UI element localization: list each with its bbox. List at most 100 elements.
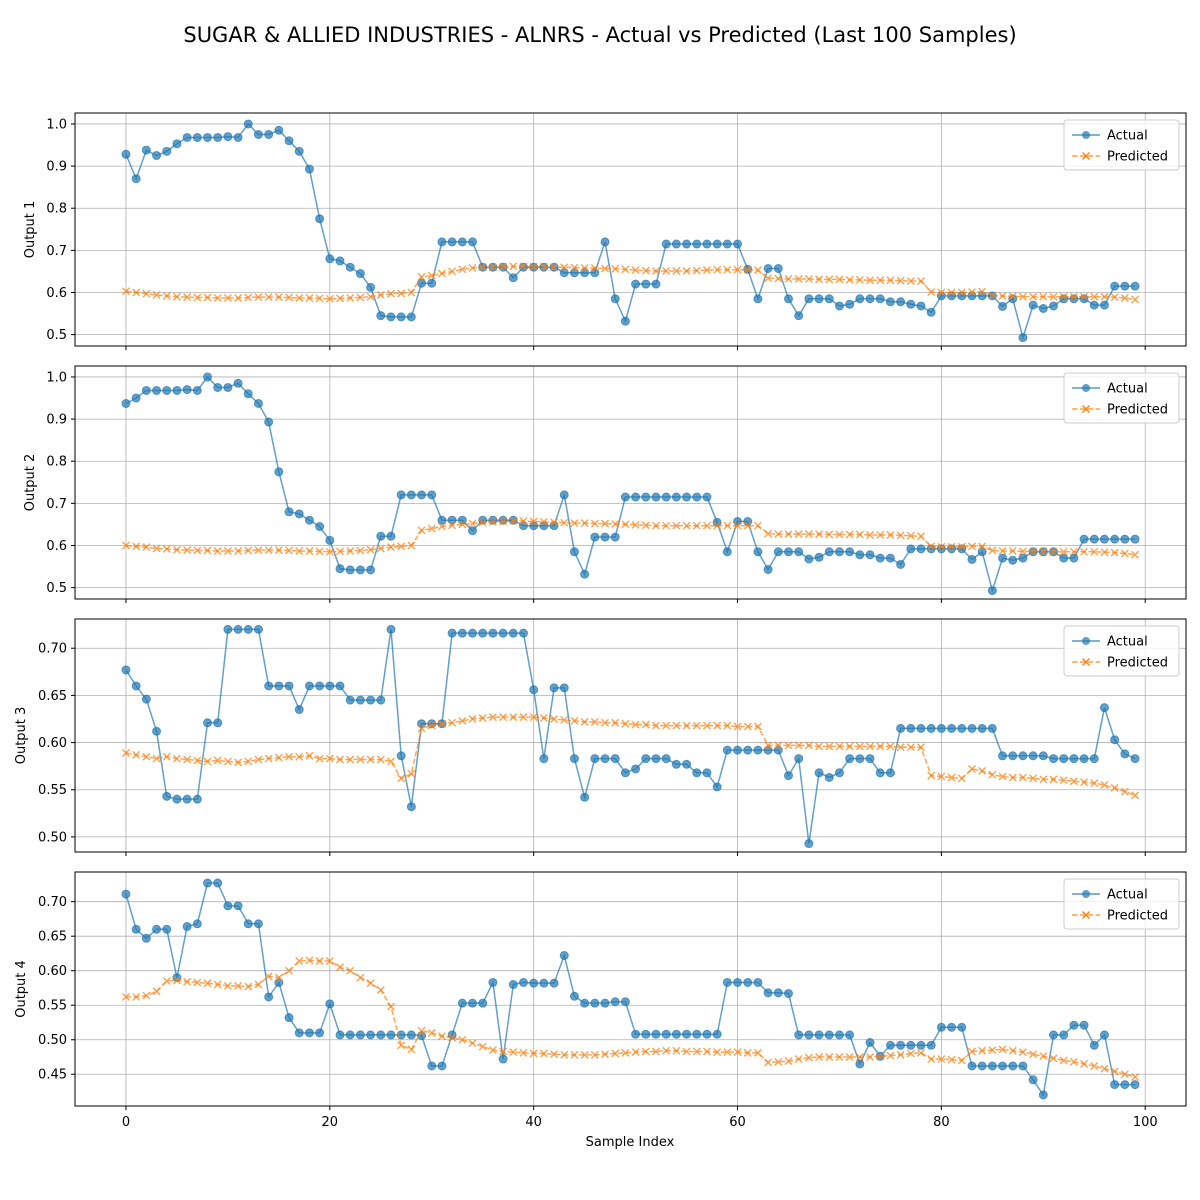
point-predicted [193, 756, 202, 765]
point-predicted [254, 293, 263, 302]
point-predicted [172, 976, 181, 985]
point-predicted [234, 546, 243, 555]
point-predicted [437, 522, 446, 531]
point-predicted [234, 758, 243, 767]
point-predicted [937, 772, 946, 781]
point-actual [468, 628, 478, 638]
point-actual [325, 999, 335, 1009]
point-actual [661, 754, 671, 764]
point-predicted [947, 288, 956, 297]
point-actual [896, 1040, 906, 1050]
point-actual [406, 802, 416, 812]
point-predicted [916, 743, 925, 752]
point-predicted [692, 721, 701, 730]
point-predicted [274, 753, 283, 762]
point-predicted [458, 265, 467, 274]
point-actual [529, 978, 539, 988]
point-predicted [916, 1048, 925, 1057]
point-actual [936, 1022, 946, 1032]
point-actual [1130, 281, 1140, 291]
point-predicted [590, 1050, 599, 1059]
y-tick-label: 0.6 [46, 286, 67, 301]
point-predicted [407, 288, 416, 297]
point-predicted [132, 542, 141, 551]
point-actual [702, 239, 712, 249]
point-actual [1089, 754, 1099, 764]
point-predicted [876, 276, 885, 285]
point-actual [396, 490, 406, 500]
point-predicted [927, 771, 936, 780]
series-line-actual [125, 375, 1136, 594]
point-predicted [580, 1050, 589, 1059]
point-predicted [1110, 783, 1119, 792]
point-predicted [1110, 293, 1119, 302]
point-predicted [417, 526, 426, 535]
point-actual [916, 544, 926, 554]
point-actual [559, 683, 569, 693]
point-predicted [662, 267, 671, 275]
point-actual [722, 239, 732, 249]
point-predicted [478, 518, 487, 527]
point-predicted [601, 264, 610, 273]
point-actual [814, 552, 824, 562]
point-predicted [285, 546, 294, 555]
point-predicted [601, 519, 610, 528]
point-actual [549, 683, 559, 693]
point-predicted [845, 742, 854, 751]
figure-title: SUGAR & ALLIED INDUSTRIES - ALNRS - Actu… [183, 23, 1016, 47]
point-predicted [916, 277, 925, 286]
point-actual [1069, 1020, 1079, 1030]
point-predicted [804, 1053, 813, 1062]
point-predicted [733, 521, 742, 530]
point-predicted [417, 1026, 426, 1035]
point-actual [366, 695, 376, 705]
series-line-actual [125, 122, 1136, 341]
point-predicted [448, 521, 457, 530]
y-axis-label: Output 3 [14, 707, 29, 765]
point-predicted [702, 521, 711, 530]
point-predicted [285, 966, 294, 975]
y-tick-label: 0.8 [46, 455, 67, 470]
point-actual [1008, 751, 1018, 761]
point-actual [376, 531, 386, 541]
point-predicted [448, 267, 457, 276]
point-actual [335, 681, 345, 691]
point-predicted [295, 293, 304, 302]
point-predicted [682, 267, 691, 275]
point-predicted [937, 1055, 946, 1064]
point-actual [998, 751, 1008, 761]
point-actual [131, 174, 141, 184]
legend-label-predicted: Predicted [1107, 403, 1168, 418]
point-predicted [305, 956, 314, 965]
point-predicted [356, 755, 365, 764]
point-predicted [1008, 546, 1017, 555]
point-actual [213, 718, 223, 728]
point-predicted [998, 1045, 1007, 1054]
point-actual [967, 723, 977, 733]
point-actual [661, 239, 671, 249]
point-actual [885, 553, 895, 563]
point-predicted [1059, 547, 1068, 556]
point-actual [865, 754, 875, 764]
point-predicted [539, 517, 548, 526]
point-predicted [366, 292, 375, 301]
point-predicted [866, 742, 875, 751]
point-predicted [386, 757, 395, 766]
legend-label-actual: Actual [1107, 635, 1148, 650]
point-actual [794, 1030, 804, 1040]
point-predicted [223, 981, 232, 990]
point-predicted [1080, 778, 1089, 787]
point-actual [1038, 304, 1048, 314]
point-predicted [743, 521, 752, 530]
point-predicted [927, 288, 936, 297]
point-predicted [743, 265, 752, 274]
point-predicted [733, 265, 742, 274]
point-predicted [213, 293, 222, 302]
point-predicted [692, 521, 701, 530]
point-actual [569, 268, 579, 278]
point-predicted [468, 519, 477, 528]
point-actual [804, 1030, 814, 1040]
point-predicted [590, 264, 599, 273]
point-predicted [702, 266, 711, 275]
subplots: 0.5 0.6 0.7 0.8 0.9 1.0 Output 1 Actual Predicte… [14, 112, 1187, 1130]
